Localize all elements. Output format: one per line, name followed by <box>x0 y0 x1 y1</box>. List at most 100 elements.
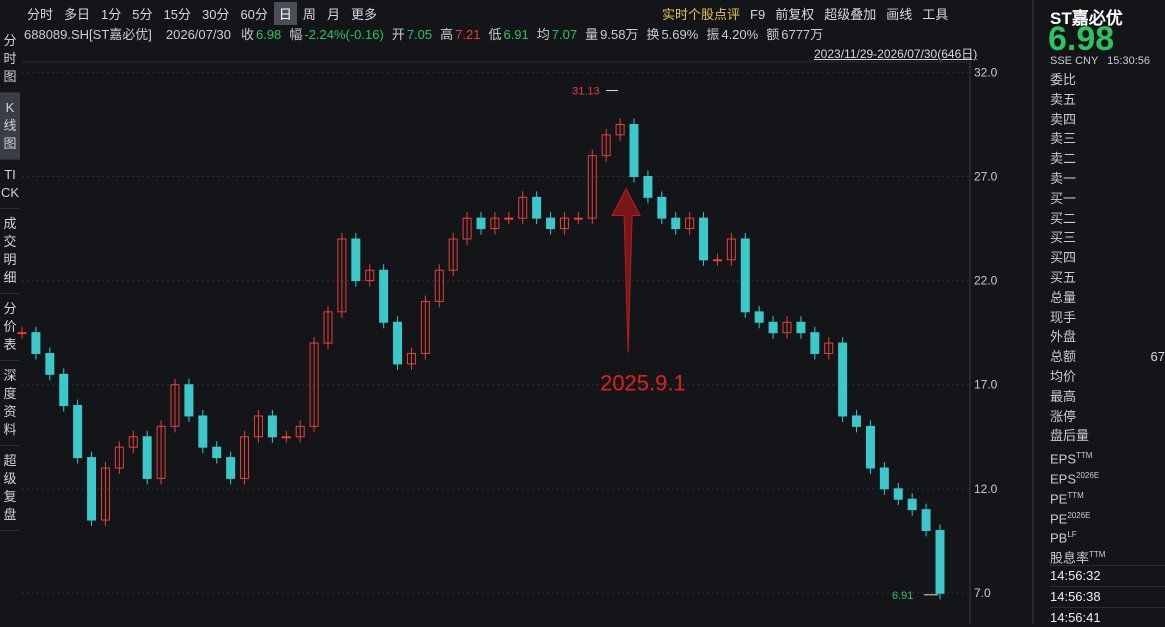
candle <box>810 332 820 354</box>
candle <box>824 342 834 354</box>
y-tick-label: 22.0 <box>974 274 998 288</box>
candle <box>685 217 695 230</box>
candle <box>935 529 945 594</box>
candle <box>379 269 389 323</box>
candle <box>907 498 917 511</box>
tool[interactable]: F9 <box>750 7 766 22</box>
tool[interactable]: 超级叠加 <box>824 7 877 22</box>
candle <box>879 467 889 490</box>
arrow <box>611 187 641 353</box>
side-tab[interactable]: 分时图 <box>0 26 20 93</box>
tool[interactable]: 画线 <box>886 7 913 22</box>
side-tab[interactable]: 超级复盘 <box>0 446 20 531</box>
stock-name: ST嘉必优 <box>1050 9 1123 28</box>
candle <box>31 332 41 354</box>
tab[interactable]: 30分 <box>201 7 230 22</box>
candle <box>643 176 653 198</box>
tool-bar: 实时个股点评 F9 前复权 超级叠加 画线 工具 <box>662 4 958 23</box>
side-tab[interactable]: TICK <box>0 160 20 209</box>
side-tab[interactable]: K线图 <box>0 93 20 160</box>
tab[interactable]: 15分 <box>163 7 191 22</box>
quote-row: 卖一 <box>1050 169 1165 189</box>
tab[interactable]: 60分 <box>240 7 268 22</box>
tab[interactable]: 多日 <box>64 7 91 22</box>
tab[interactable]: 月 <box>326 7 340 22</box>
candle <box>671 217 681 230</box>
row-label: 委比 <box>1050 72 1077 87</box>
candle <box>184 384 194 417</box>
candle <box>532 196 542 219</box>
field-label: 额 <box>766 27 780 42</box>
field-value: 7.21 <box>455 27 481 42</box>
candle <box>281 436 291 439</box>
quote-row: 总额 67 <box>1050 347 1165 367</box>
tab[interactable]: 1分 <box>101 7 122 22</box>
tab[interactable]: 日 <box>273 2 297 25</box>
tab[interactable]: 周 <box>302 7 316 22</box>
field-label: 振 <box>706 27 720 42</box>
candle <box>59 373 69 407</box>
candle <box>170 384 180 427</box>
info-row: 688089.SH[ST嘉必优] 2026/07/30 收 6.98 幅 -2.24%(-… <box>24 24 831 43</box>
row-label: 买四 <box>1050 250 1077 266</box>
row-value: 67 <box>1150 349 1165 365</box>
exchange: SSE <box>1050 55 1073 67</box>
row-label: 最高 <box>1050 388 1077 404</box>
candle <box>559 217 569 230</box>
field-label: 收 <box>240 27 254 42</box>
candle <box>393 321 403 365</box>
quote-row: 卖四 <box>1050 110 1165 130</box>
candle <box>226 457 236 479</box>
field-label: 量 <box>585 27 599 42</box>
candle <box>323 311 333 344</box>
candle <box>476 217 486 230</box>
row-sup: 2026E <box>1067 510 1091 520</box>
quote-row: 卖五 <box>1050 90 1165 110</box>
candle <box>87 457 97 521</box>
row-label: 卖一 <box>1050 170 1077 186</box>
field-value: 5.69% <box>661 27 699 42</box>
candle <box>434 269 444 302</box>
candle <box>128 436 138 448</box>
row-sup: TTM <box>1067 490 1084 500</box>
tab[interactable]: 更多 <box>350 7 377 22</box>
candle <box>921 509 931 531</box>
side-tab[interactable]: 深度资料 <box>0 361 20 446</box>
row-label: 买五 <box>1050 269 1077 285</box>
candle <box>740 238 750 313</box>
y-tick-label: 27.0 <box>974 170 998 184</box>
fundamental-row: PBLF <box>1050 525 1165 545</box>
candle <box>768 321 778 334</box>
date-range: 2023/11/29-2026/07/30(646日) <box>814 47 978 61</box>
low-label: 6.91 <box>892 590 913 602</box>
tool[interactable]: 工具 <box>922 7 949 22</box>
tool[interactable]: 前复权 <box>775 7 815 22</box>
row-label: PB <box>1050 530 1068 546</box>
quote-meta: SSE CNY 15:30:56 <box>1050 55 1150 67</box>
tab[interactable]: 分时 <box>27 7 54 22</box>
tick-time: 14:56:38 <box>1050 585 1165 607</box>
row-label: 卖三 <box>1050 131 1077 147</box>
y-tick-label: 32.0 <box>974 65 998 79</box>
candle <box>629 123 639 178</box>
field-label: 换 <box>646 27 660 42</box>
stock-code: 688089.SH[ST嘉必优] <box>24 27 152 42</box>
quote-row: 最高 <box>1050 387 1165 407</box>
field-label: 开 <box>391 27 405 42</box>
tab[interactable]: 5分 <box>132 7 153 22</box>
candle <box>587 155 597 219</box>
candle <box>295 425 305 438</box>
candle <box>448 238 458 271</box>
quote-row: 外盘 <box>1050 327 1165 347</box>
row-sup: LF <box>1067 530 1077 540</box>
row-label: 总额 <box>1050 349 1077 365</box>
side-tab[interactable]: 成交明细 <box>0 209 20 294</box>
candle <box>601 134 611 157</box>
row-label: EPS <box>1050 451 1077 467</box>
candle <box>726 238 736 261</box>
tool[interactable]: 实时个股点评 <box>662 7 741 22</box>
side-tab[interactable]: 分价表 <box>0 294 20 361</box>
field-label: 低 <box>488 27 502 42</box>
quote-row: 现手 <box>1050 308 1165 328</box>
